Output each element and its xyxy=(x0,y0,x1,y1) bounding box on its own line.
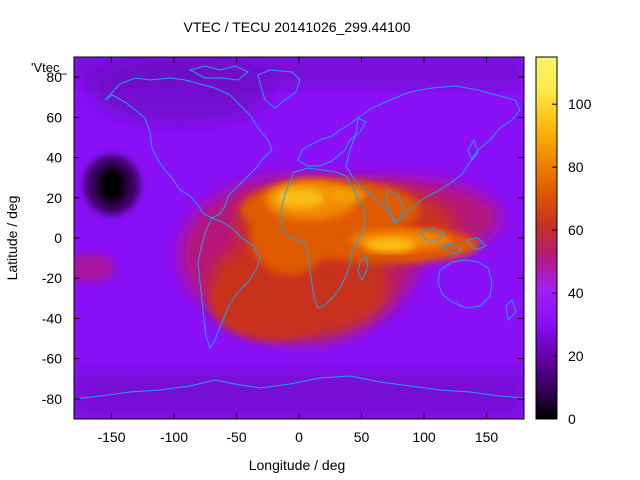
colorbar-tick-label: 0 xyxy=(568,411,576,427)
y-tick-label: 60 xyxy=(46,109,62,125)
colorbar-tick-label: 80 xyxy=(568,159,584,175)
x-axis: -150 -100 -50 0 50 100 150 xyxy=(97,57,498,445)
plot-title: VTEC / TECU 20141026_299.44100 xyxy=(183,19,410,35)
y-tick-label: 80 xyxy=(46,69,62,85)
y-tick-label: -80 xyxy=(42,391,62,407)
x-tick-label: 0 xyxy=(295,429,303,445)
y-axis: -80 -60 -40 -20 0 20 40 60 80 xyxy=(42,69,524,407)
india-coastline xyxy=(385,189,405,225)
southeast-asia-islands xyxy=(419,227,487,255)
x-tick-label: 100 xyxy=(412,429,436,445)
legend-key: 'Vtec_ xyxy=(31,60,67,75)
x-tick-label: -150 xyxy=(97,429,125,445)
antarctica-coastline xyxy=(74,375,524,400)
x-tick-label: -100 xyxy=(160,429,188,445)
madagascar-coastline xyxy=(357,254,369,282)
japan-coastline xyxy=(467,138,479,162)
colorbar-tick-label: 100 xyxy=(568,96,592,112)
colorbar xyxy=(535,56,558,420)
europe-coastline xyxy=(297,117,367,167)
north-america-coastline xyxy=(104,77,273,219)
colorbar-axis: 0 20 40 60 80 100 xyxy=(552,96,592,427)
y-axis-label: Latitude / deg xyxy=(4,196,20,281)
y-tick-label: 40 xyxy=(46,150,62,166)
australia-coastline xyxy=(437,259,493,309)
colorbar-tick-label: 60 xyxy=(568,222,584,238)
coastlines xyxy=(74,65,524,400)
x-tick-label: 50 xyxy=(354,429,370,445)
x-tick-label: -50 xyxy=(226,429,246,445)
colorbar-tick-label: 20 xyxy=(568,348,584,364)
y-tick-label: -60 xyxy=(42,351,62,367)
x-tick-label: 150 xyxy=(475,429,499,445)
y-tick-label: 0 xyxy=(54,230,62,246)
greenland-coastline xyxy=(257,69,301,109)
asia-coastline xyxy=(345,85,521,223)
y-tick-label: -20 xyxy=(42,270,62,286)
africa-coastline xyxy=(279,167,367,309)
south-america-coastline xyxy=(197,217,261,350)
y-tick-label: -40 xyxy=(42,310,62,326)
y-tick-label: 20 xyxy=(46,190,62,206)
new-zealand-coastline xyxy=(505,299,517,322)
arctic-islands-coastline xyxy=(188,65,249,81)
x-axis-label: Longitude / deg xyxy=(249,457,346,473)
colorbar-tick-label: 40 xyxy=(568,285,584,301)
